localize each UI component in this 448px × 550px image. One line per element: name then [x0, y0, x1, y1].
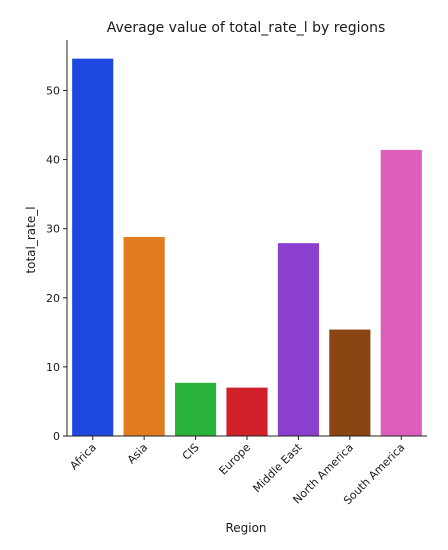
bar-asia [123, 236, 165, 436]
bar-cis [175, 382, 217, 436]
x-tick-label: CIS [180, 441, 202, 463]
bar-north-america [329, 329, 371, 436]
bar-europe [226, 387, 268, 436]
y-axis: 0 10 20 30 40 50 [46, 40, 68, 443]
y-tick-label: 0 [53, 430, 60, 443]
y-tick-label: 40 [46, 154, 60, 167]
y-tick-label: 20 [46, 292, 60, 305]
y-tick-label: 50 [46, 84, 60, 97]
bar-middle-east [277, 243, 319, 436]
x-tick-label: Middle East [250, 440, 305, 495]
bar-south-america [380, 149, 422, 436]
bar-africa [72, 58, 114, 436]
bars-group [72, 58, 422, 436]
x-axis-label: Region [225, 521, 266, 535]
y-tick-label: 30 [46, 223, 60, 236]
x-tick-label: Europe [217, 441, 254, 478]
x-tick-label: Africa [67, 441, 98, 472]
chart-title: Average value of total_rate_l by regions [107, 20, 386, 36]
y-axis-label: total_rate_l [24, 206, 38, 273]
x-tick-label: Asia [125, 441, 151, 467]
y-tick-label: 10 [46, 361, 60, 374]
